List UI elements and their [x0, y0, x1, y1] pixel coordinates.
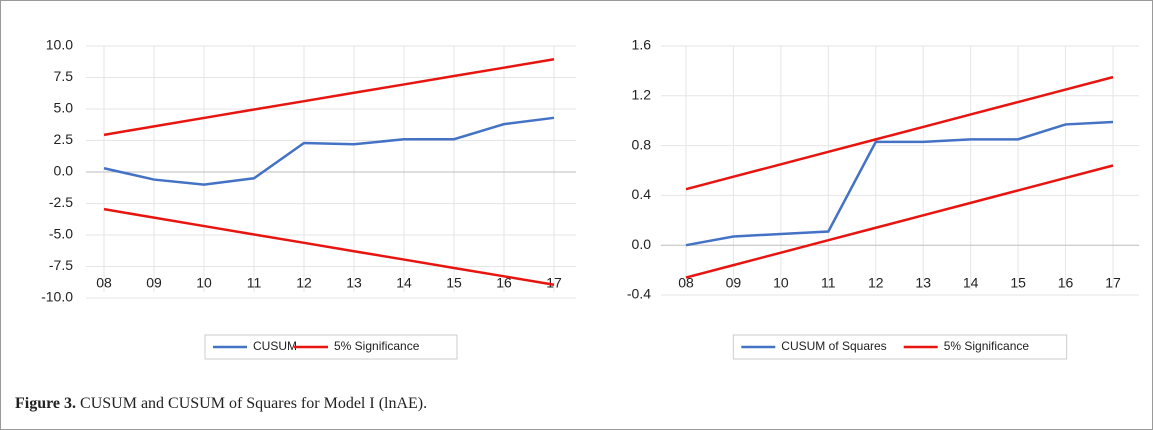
x-tick-label: 10: [773, 275, 789, 291]
y-tick-label: 10.0: [46, 37, 73, 53]
x-tick-label: 14: [963, 275, 979, 291]
y-tick-label: 0.4: [632, 186, 652, 202]
caption-text: CUSUM and CUSUM of Squares for Model I (…: [80, 395, 428, 412]
y-tick-label: -10.0: [41, 289, 73, 305]
x-tick-label: 12: [296, 275, 312, 291]
y-tick-label: 2.5: [54, 131, 74, 147]
series-line: [685, 164, 1114, 279]
charts: 08 09 10 11 12 13 14 15 16 17 -10.0 -7.5 -5.0 -2.5 0.0…: [41, 37, 1139, 360]
y-tick-label: 0.0: [54, 163, 74, 179]
legend-label: CUSUM: [253, 339, 297, 353]
x-tick-label: 16: [496, 275, 512, 291]
y-tick-label: 5.0: [54, 100, 74, 116]
series-line: [103, 116, 555, 186]
x-tick-label: 09: [726, 275, 742, 291]
y-tick-label: -0.4: [627, 286, 651, 302]
y-tick-label: 0.0: [632, 236, 652, 252]
x-tick-label: 10: [196, 275, 212, 291]
series-line: [103, 57, 555, 137]
series-line: [685, 75, 1114, 191]
y-tick-label: -5.0: [49, 226, 73, 242]
y-tick-label: 1.2: [632, 87, 652, 103]
legend-label: 5% Significance: [334, 339, 420, 353]
legend-label: CUSUM of Squares: [781, 339, 886, 353]
x-tick-label: 15: [446, 275, 462, 291]
x-tick-label: 08: [96, 275, 112, 291]
x-tick-label: 09: [146, 275, 162, 291]
x-tick-label: 11: [821, 275, 836, 291]
caption: Figure 3. CUSUM and CUSUM of Squares for …: [15, 395, 427, 413]
x-tick-label: 13: [915, 275, 931, 291]
y-tick-label: -2.5: [49, 194, 73, 210]
x-tick-label: 13: [346, 275, 362, 291]
y-tick-label: 1.6: [632, 37, 652, 53]
y-tick-label: -7.5: [49, 257, 73, 273]
legend-box: [732, 334, 1068, 360]
x-tick-label: 17: [1105, 275, 1121, 291]
x-tick-label: 12: [868, 275, 884, 291]
legend-label: 5% Significance: [944, 339, 1030, 353]
y-tick-label: 7.5: [54, 68, 74, 84]
x-tick-label: 16: [1058, 275, 1074, 291]
y-tick-label: 0.8: [632, 136, 652, 152]
x-tick-label: 11: [247, 275, 262, 291]
series-line: [103, 207, 555, 287]
caption-label: Figure 3.: [15, 395, 77, 412]
x-tick-label: 08: [678, 275, 694, 291]
series-line: [685, 120, 1114, 247]
x-tick-label: 17: [546, 275, 562, 291]
x-tick-label: 15: [1010, 275, 1026, 291]
x-tick-label: 14: [396, 275, 412, 291]
